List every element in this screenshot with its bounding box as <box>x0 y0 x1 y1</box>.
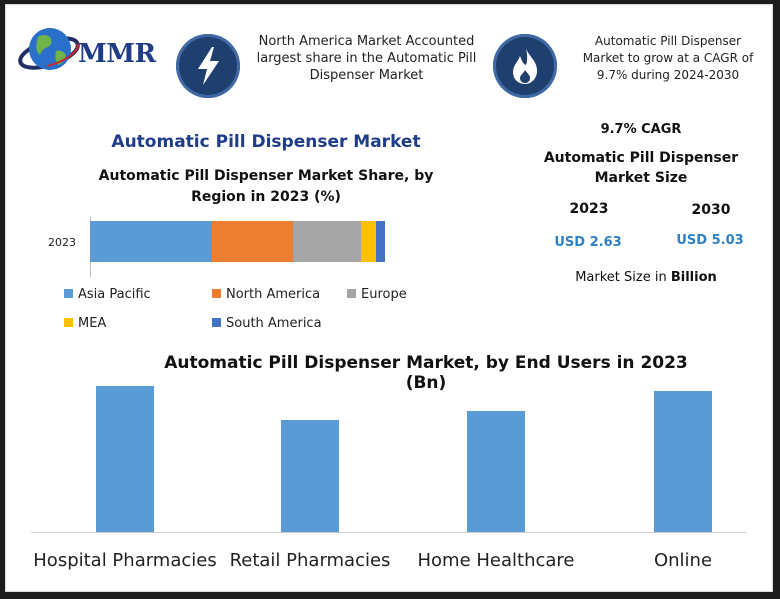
legend-label: MEA <box>78 316 107 331</box>
category-label-online: Online <box>653 550 713 571</box>
bar-hospital-pharmacies <box>96 385 154 532</box>
market-size-2023-value: USD 2.63 <box>554 235 622 250</box>
bar-online <box>654 390 712 532</box>
logo-wordmark: MMR <box>78 39 156 69</box>
legend-item-south-america: South America <box>212 316 322 331</box>
legend-label: South America <box>226 316 322 331</box>
legend-swatch <box>212 289 221 298</box>
unit-note-prefix: Market Size in <box>575 270 667 285</box>
year-2023-label: 2023 <box>569 201 609 217</box>
stacked-segment-asia-pacific <box>90 221 213 262</box>
year-2030-label: 2030 <box>691 202 731 218</box>
legend-label: Asia Pacific <box>78 287 151 302</box>
category-label-home-healthcare: Home Healthcare <box>417 550 575 571</box>
stacked-bar <box>90 221 385 262</box>
stacked-segment-mea <box>361 221 377 262</box>
cagr-label: 9.7% CAGR <box>600 122 682 137</box>
legend-item-mea: MEA <box>64 316 106 331</box>
category-label-hospital-pharmacies: Hospital Pharmacies <box>33 550 217 571</box>
legend-label: North America <box>226 287 321 302</box>
stacked-segment-south-america <box>376 221 385 262</box>
flame-icon <box>493 34 557 98</box>
legend-swatch <box>64 289 73 298</box>
infographic-canvas: MMR North America Market Accounted large… <box>5 4 773 592</box>
bar-retail-pharmacies <box>281 420 339 532</box>
legend-item-north-america: North America <box>212 287 320 302</box>
legend-swatch <box>64 318 73 327</box>
market-size-title: Automatic Pill Dispenser Market Size <box>543 150 739 186</box>
unit-note-bold: Billion <box>670 270 717 285</box>
market-size-2030-value: USD 5.03 <box>676 233 744 248</box>
lightning-icon <box>176 34 240 98</box>
stacked-chart-category-label: 2023 <box>48 236 76 249</box>
end-users-chart-title: Automatic Pill Dispenser Market, by End … <box>164 353 688 393</box>
header-right-note: Automatic Pill Dispenser Market to grow … <box>582 34 754 82</box>
market-size-unit-note: Market Size in Billion <box>551 270 741 285</box>
chart-baseline <box>31 532 746 533</box>
stacked-segment-europe <box>292 221 362 262</box>
legend-swatch <box>212 318 221 327</box>
legend-item-asia-pacific: Asia Pacific <box>64 287 151 302</box>
stacked-chart-title: Automatic Pill Dispenser Market Share, b… <box>98 168 434 205</box>
mmr-logo: MMR <box>16 23 166 87</box>
legend-swatch <box>347 289 356 298</box>
legend-label: Europe <box>361 287 407 302</box>
panel-title: Automatic Pill Dispenser Market <box>111 132 421 152</box>
category-label-retail-pharmacies: Retail Pharmacies <box>229 550 391 571</box>
header-left-note: North America Market Accounted largest s… <box>256 34 477 83</box>
globe-icon <box>18 28 80 70</box>
bar-home-healthcare <box>467 411 525 532</box>
legend-item-europe: Europe <box>347 287 407 302</box>
stacked-segment-north-america <box>212 221 293 262</box>
end-users-bar-chart: Hospital Pharmacies Retail Pharmacies Home… <box>31 377 771 577</box>
